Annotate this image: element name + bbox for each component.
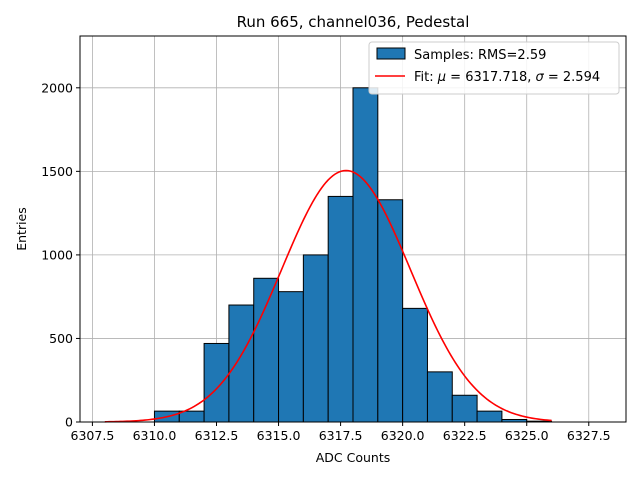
y-tick-label: 1500 — [41, 164, 73, 179]
y-tick-label: 0 — [65, 415, 73, 430]
y-tick-label: 1000 — [41, 247, 73, 262]
legend: Samples: RMS=2.59 Fit: μ = 6317.718, σ =… — [368, 41, 620, 95]
x-tick-label: 6307.5 — [71, 428, 115, 443]
histogram-bar — [178, 410, 205, 423]
legend-fit-mu-symbol: μ — [437, 70, 446, 85]
legend-fit-prefix: Fit: — [414, 70, 438, 85]
fit-curve-group — [104, 169, 552, 423]
histogram-bar — [228, 304, 255, 423]
histogram-bar — [426, 371, 453, 423]
x-tick-label: 6310.0 — [133, 428, 177, 443]
x-tick-label: 6317.5 — [319, 428, 363, 443]
x-tick-label: 6312.5 — [195, 428, 239, 443]
histogram-bar — [352, 87, 379, 423]
histogram-bars — [153, 87, 553, 423]
histogram-bar — [278, 291, 304, 423]
x-axis-label: ADC Counts — [316, 450, 391, 465]
legend-fit-sigma-symbol: σ — [536, 70, 545, 85]
plot-frame — [79, 35, 627, 423]
x-tick-label: 6327.5 — [567, 428, 611, 443]
x-tick-label: 6325.0 — [505, 428, 549, 443]
y-tick-label: 2000 — [41, 80, 73, 95]
histogram-bar — [451, 394, 478, 423]
x-tick-label: 6315.0 — [257, 428, 301, 443]
chart-title: Run 665, channel036, Pedestal — [237, 13, 470, 31]
legend-fit-mu-value: = 6317.718, — [446, 70, 535, 85]
histogram-bar — [302, 254, 329, 423]
legend-bar-swatch — [376, 47, 406, 60]
histogram-bar — [402, 307, 428, 423]
legend-samples-label: Samples: RMS=2.59 — [414, 48, 546, 63]
histogram-bar — [203, 342, 230, 423]
axis-ticks: 6307.5 6310.0 6312.5 6315.0 6317.5 6320.0 6322… — [41, 80, 610, 443]
histogram-bar — [253, 277, 280, 423]
y-tick-label: 500 — [49, 331, 73, 346]
legend-fit-sigma-value: = 2.594 — [544, 70, 600, 85]
histogram-bar — [377, 199, 404, 423]
x-tick-label: 6320.0 — [381, 428, 425, 443]
x-tick-label: 6322.5 — [443, 428, 487, 443]
y-axis-label: Entries — [14, 207, 29, 251]
fit-curve — [104, 169, 552, 423]
legend-fit-label: Fit: μ = 6317.718, σ = 2.594 — [414, 70, 600, 85]
histogram-bar — [327, 195, 354, 423]
histogram-bar — [476, 410, 503, 423]
legend-box — [368, 41, 620, 95]
